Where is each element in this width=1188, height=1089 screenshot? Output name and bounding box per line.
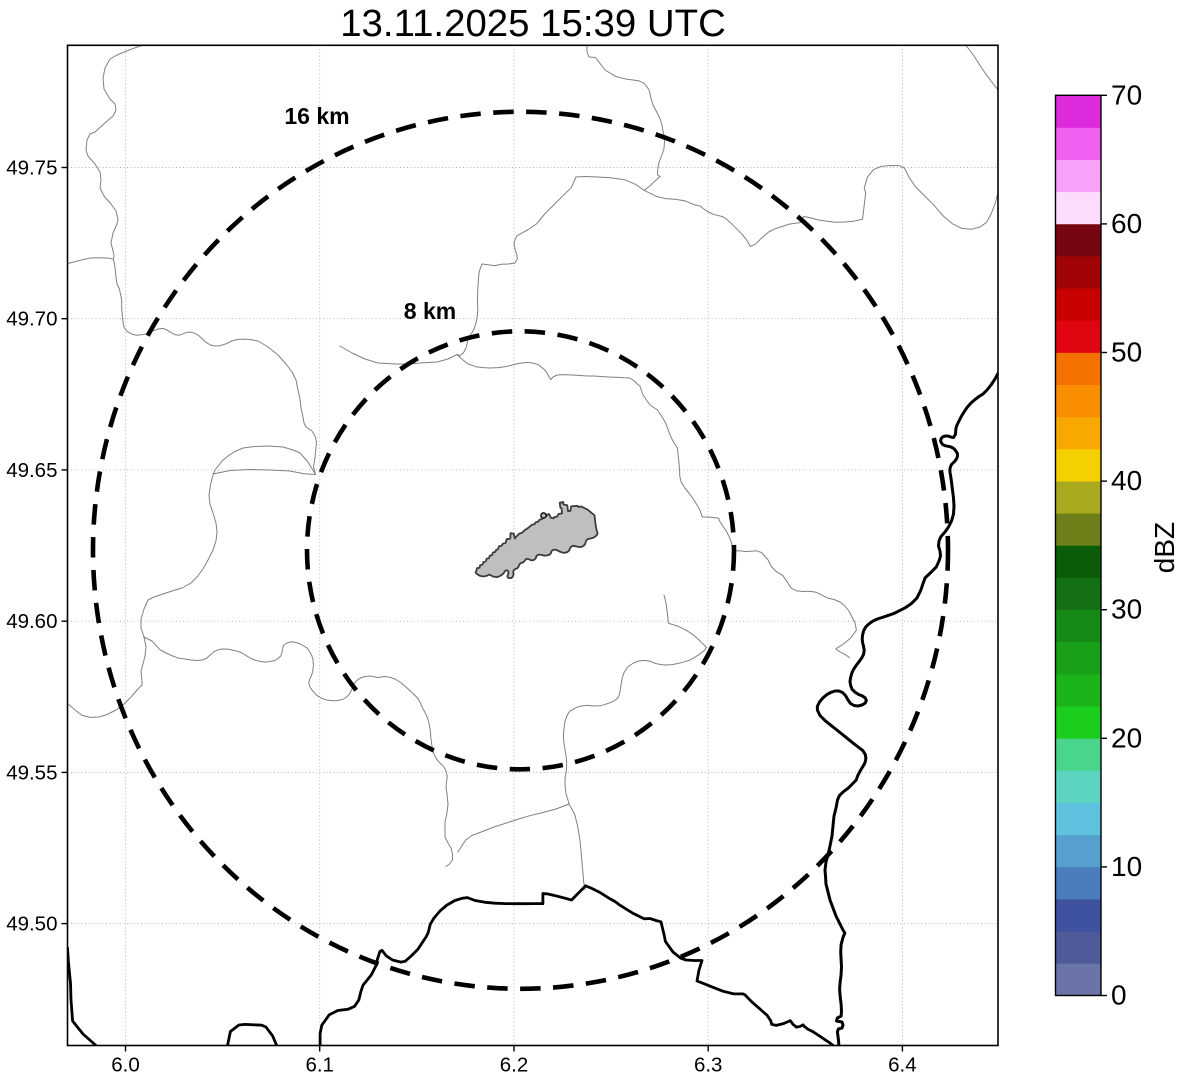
svg-text:16 km: 16 km: [284, 103, 349, 129]
svg-text:30: 30: [1111, 594, 1142, 625]
svg-text:20: 20: [1111, 722, 1142, 753]
svg-text:6.0: 6.0: [111, 1054, 140, 1077]
svg-text:8 km: 8 km: [404, 298, 456, 324]
svg-text:70: 70: [1111, 79, 1142, 110]
svg-text:49.55: 49.55: [6, 761, 57, 784]
svg-text:50: 50: [1111, 337, 1142, 368]
svg-text:6.2: 6.2: [500, 1054, 529, 1077]
svg-text:49.70: 49.70: [6, 308, 57, 331]
svg-text:49.65: 49.65: [6, 459, 57, 482]
svg-text:0: 0: [1111, 980, 1127, 1011]
svg-text:13.11.2025 15:39 UTC: 13.11.2025 15:39 UTC: [340, 2, 726, 45]
svg-text:49.50: 49.50: [6, 913, 57, 936]
svg-text:6.4: 6.4: [888, 1054, 917, 1077]
svg-text:49.60: 49.60: [6, 610, 57, 633]
svg-text:6.1: 6.1: [305, 1054, 334, 1077]
svg-text:40: 40: [1111, 465, 1142, 496]
svg-text:60: 60: [1111, 208, 1142, 239]
svg-text:6.3: 6.3: [694, 1054, 723, 1077]
svg-text:dBZ: dBZ: [1149, 522, 1180, 573]
svg-text:49.75: 49.75: [6, 157, 57, 180]
svg-text:10: 10: [1111, 851, 1142, 882]
